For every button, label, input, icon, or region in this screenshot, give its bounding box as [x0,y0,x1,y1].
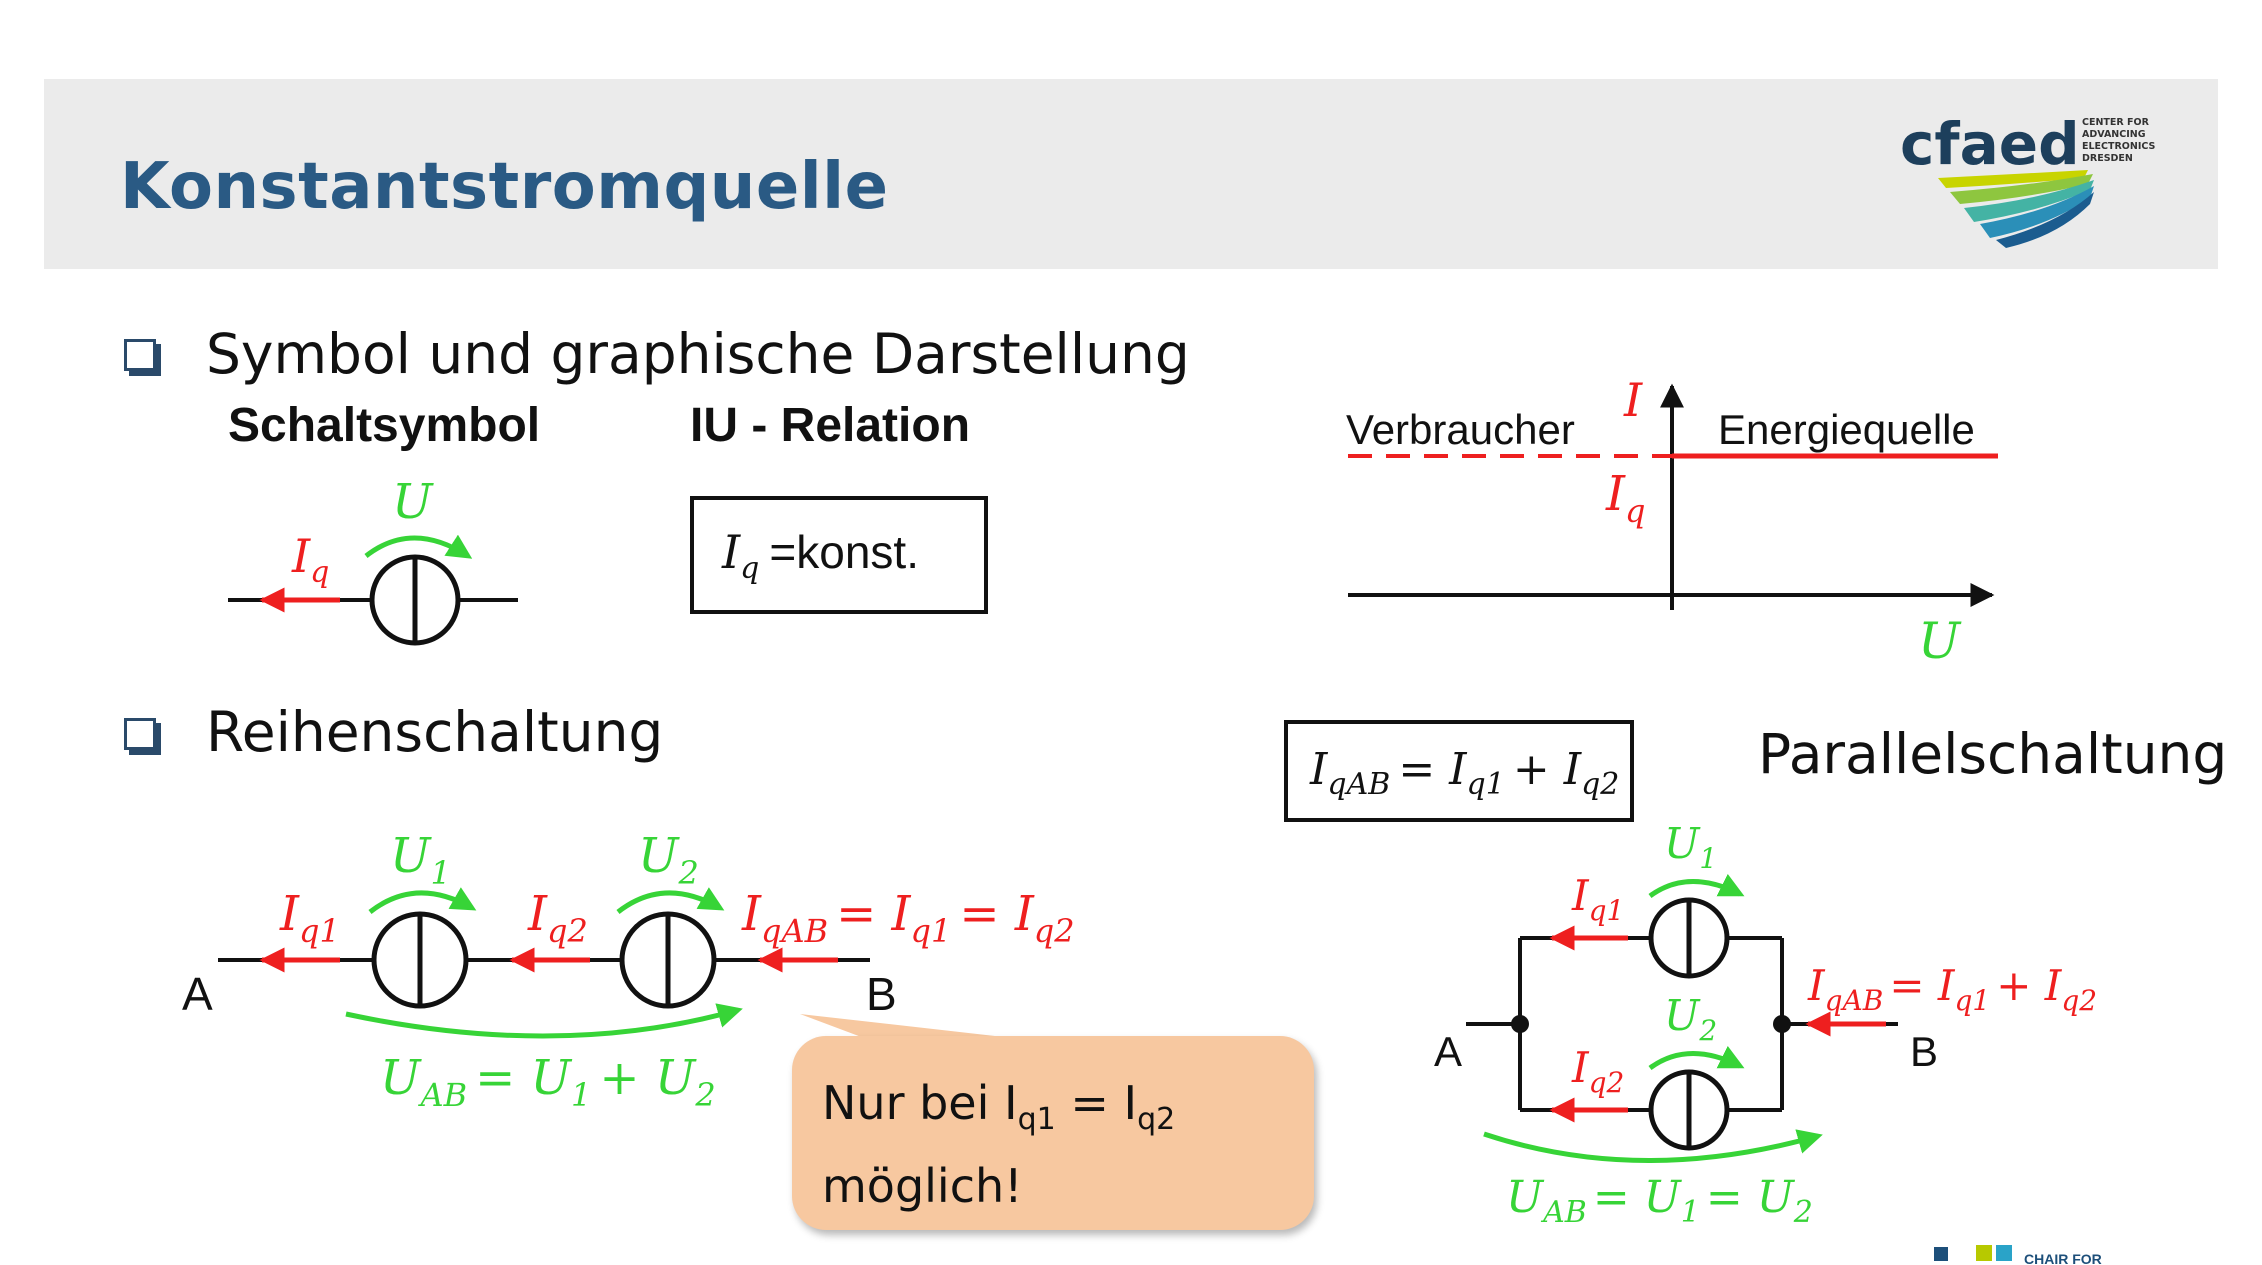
parallel-iqab-equation: IqAB = Iq1 + Iq2 [1807,961,2097,1017]
current-iq-label: Iq [291,529,329,590]
slide-title: Konstantstromquelle [120,150,889,224]
parallel-label: Parallelschaltung [1758,722,2228,786]
parallel-circuit: U1 U2 Iq1 Iq2 IqAB = Iq1 + Iq2 A B UAB = U1… [1434,819,2097,1230]
series-iq2-label: Iq2 [527,886,588,950]
energiequelle-label: Energiequelle [1718,406,1975,453]
parallel-u1-label: U1 [1664,819,1717,875]
series-node-a: A [182,968,213,1020]
logo-line-4: DRESDEN [2082,153,2133,164]
callout-text: Nur bei Iq1 = Iq2 möglich! [822,1076,1176,1214]
svg-text:IqAB= Iq1+ Iq2: IqAB = Iq1 + Iq2 [1309,744,1619,802]
series-circuit: U1 U2 Iq1 Iq2 IqAB = Iq1 = Iq2 A B UAB = U1… [182,828,1075,1114]
series-u1-label: U1 [390,828,451,892]
parallel-node-a: A [1434,1028,1462,1075]
schaltsymbol: U Iq [228,474,518,646]
logo-line-3: ELECTRONICS [2082,141,2156,152]
logo-line-1: CENTER FOR [2082,117,2150,128]
iu-formula-box: Iq =konst. [690,496,988,614]
series-node-b: B [866,968,897,1020]
bullet-symbol-label: Symbol und graphische Darstellung [206,322,1190,386]
parallel-u2-label: U2 [1664,991,1717,1047]
footer-logo: CHAIR FOR [1934,1245,2102,1265]
y-axis-label: I [1623,373,1643,427]
parallel-iq2-label: Iq2 [1571,1043,1624,1099]
series-u2-label: U2 [638,828,699,892]
logo-line-2: ADVANCING [2082,129,2146,140]
logo-brand: cfaed [1900,110,2080,178]
logo-swoosh [1938,170,2094,248]
x-axis-label: U [1918,612,1962,670]
series-iqab-equation: IqAB = Iq1 = Iq2 [741,886,1075,950]
parallel-formula-box: IqAB = Iq1 + Iq2 [1284,720,1634,822]
bullet-icon [124,339,156,371]
cfaed-logo: cfaed CENTER FOR ADVANCING ELECTRONICS D… [1900,110,2156,248]
series-iq1-label: Iq1 [279,886,340,950]
svg-text:Iq=konst.: Iq =konst. [721,525,919,586]
parallel-iq1-label: Iq1 [1571,871,1624,927]
parallel-node-b: B [1910,1028,1938,1075]
header-band [44,79,2218,269]
schaltsymbol-heading: Schaltsymbol [228,399,541,452]
series-uab-equation: UAB = U1 + U2 [380,1050,716,1114]
iq-level-label: Iq [1605,466,1645,530]
iu-relation-heading: IU - Relation [690,399,971,452]
bullet-series-label: Reihenschaltung [206,700,664,764]
voltage-u-label: U [392,474,434,530]
callout-box: Nur bei Iq1 = Iq2 möglich! [792,1036,1314,1230]
parallel-uab-equation: UAB = U1 = U2 [1506,1172,1813,1230]
iu-graph: Verbraucher Energiequelle I U Iq [1346,373,1998,670]
bullet-icon [124,718,156,750]
footer-logo-text: CHAIR FOR [2024,1251,2102,1265]
verbraucher-label: Verbraucher [1346,406,1575,453]
